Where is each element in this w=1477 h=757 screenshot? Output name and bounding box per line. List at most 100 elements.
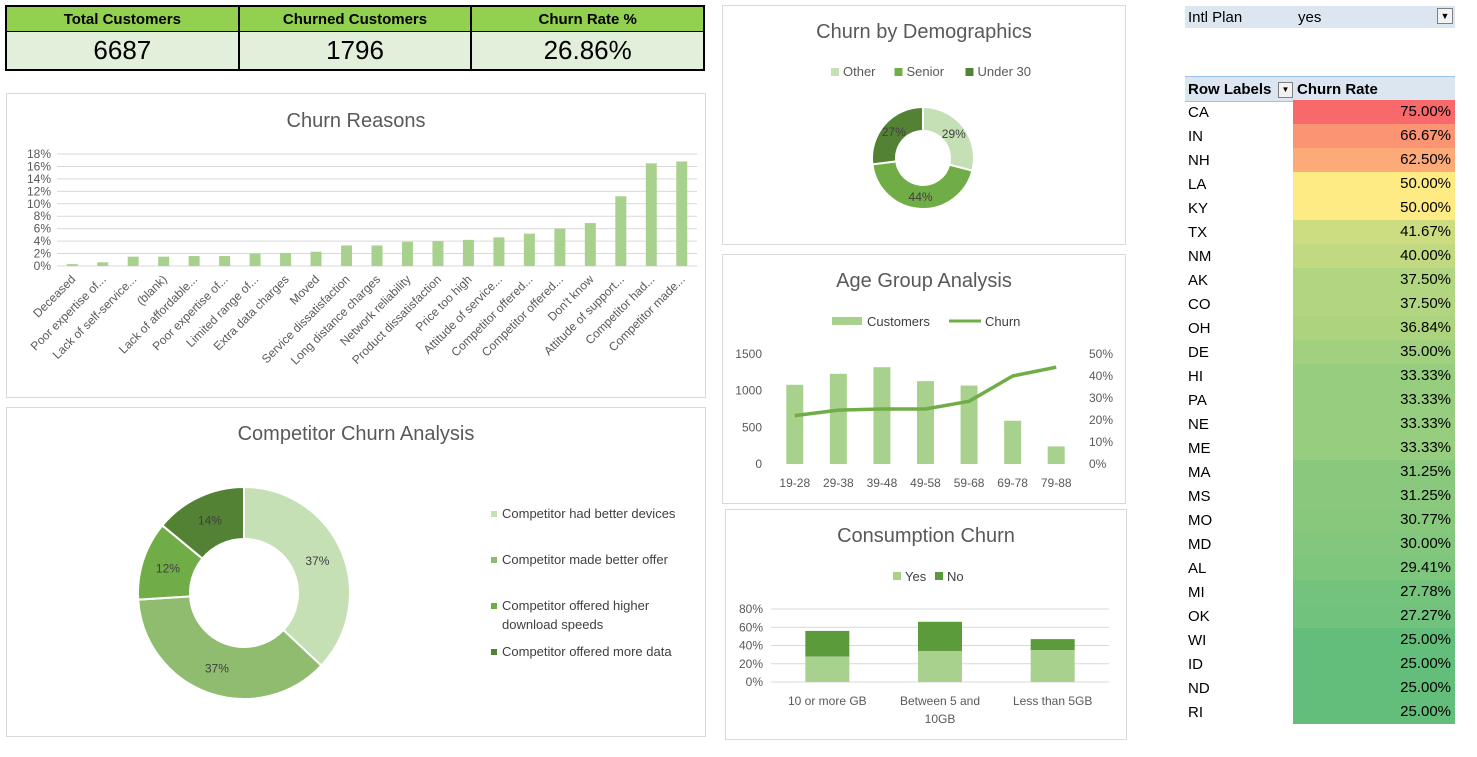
row-labels-text: Row Labels [1188,80,1272,98]
chart-title: Churn by Demographics [816,21,1032,43]
bar [1047,446,1065,464]
demographics-chart[interactable]: Churn by Demographics Other Senior Under 3… [722,5,1126,245]
demographics-plot: Other Senior Under 30 29% 44% 27% [831,64,1031,210]
kpi-value: 1796 [239,32,471,69]
churn-rate-value: 25.00% [1293,676,1455,700]
pivot-row[interactable]: PA 33.33% [1185,388,1455,412]
age-group-plot: Customers Churn 0 500 1000 1500 0% 10% 20% 30% 40%… [735,314,1113,490]
churn-rate-value: 25.00% [1293,628,1455,652]
chart-title: Age Group Analysis [836,270,1012,292]
legend-swatch [894,68,903,76]
pivot-row[interactable]: DE 35.00% [1185,340,1455,364]
churn-rate-value: 37.50% [1293,268,1455,292]
sort-filter-icon[interactable]: ▼ [1278,81,1293,98]
pivot-row[interactable]: RI 25.00% [1185,700,1455,724]
bar [310,251,322,266]
legend-swatch [893,572,901,580]
pivot-row[interactable]: TX 41.67% [1185,220,1455,244]
y-tick-label: 80% [739,602,763,616]
pivot-filter[interactable]: Intl Plan yes ▼ [1185,6,1455,28]
legend-swatch [832,317,862,325]
competitor-churn-chart[interactable]: Competitor Churn Analysis 37% 37% 12% 14% Co… [6,407,706,737]
age-group-chart[interactable]: Age Group Analysis Customers Churn 0 500 100… [722,254,1126,504]
pivot-row[interactable]: NE 33.33% [1185,412,1455,436]
churn-rate-value: 25.00% [1293,700,1455,724]
pivot-row[interactable]: KY 50.00% [1185,196,1455,220]
pivot-row[interactable]: HI 33.33% [1185,364,1455,388]
state-label: ND [1188,679,1210,697]
churn-rate-value: 75.00% [1293,100,1455,124]
state-label: MD [1188,535,1212,553]
x-tick-label: 10GB [925,712,956,726]
pivot-row[interactable]: OH 36.84% [1185,316,1455,340]
pivot-row[interactable]: IN 66.67% [1185,124,1455,148]
churn-rate-value: 37.50% [1293,292,1455,316]
churn-rate-value: 25.00% [1293,652,1455,676]
bar [615,196,627,266]
competitor-churn-plot: 37% 37% 12% 14% Competitor had better device… [137,485,676,700]
data-label: 27% [882,125,906,139]
pivot-row[interactable]: ID 25.00% [1185,652,1455,676]
y-tick-label: 0% [1089,457,1107,471]
churn-rate-value: 35.00% [1293,340,1455,364]
pivot-row[interactable]: NM 40.00% [1185,244,1455,268]
y-tick-label: 0% [34,259,52,273]
kpi-label: Total Customers [7,7,238,32]
legend-label: Senior [907,64,945,79]
pivot-row[interactable]: MO 30.77% [1185,508,1455,532]
y-tick-label: 10% [1089,435,1113,449]
pivot-row[interactable]: MA 31.25% [1185,460,1455,484]
y-tick-label: 0 [755,457,762,471]
y-tick-label: 14% [27,172,51,186]
pivot-row[interactable]: NH 62.50% [1185,148,1455,172]
state-label: MI [1188,583,1205,601]
pivot-row[interactable]: OK 27.27% [1185,604,1455,628]
pivot-row[interactable]: AL 29.41% [1185,556,1455,580]
state-label: AK [1188,271,1209,289]
state-label: PA [1188,391,1207,409]
pivot-row[interactable]: LA 50.00% [1185,172,1455,196]
pivot-row[interactable]: MD 30.00% [1185,532,1455,556]
x-tick-label: Between 5 and [900,694,980,708]
pivot-row[interactable]: CO 37.50% [1185,292,1455,316]
kpi-churned-customers: Churned Customers 1796 [239,7,473,69]
bar-segment [805,656,850,682]
y-tick-label: 20% [1089,413,1113,427]
pivot-row[interactable]: WI 25.00% [1185,628,1455,652]
state-label: DE [1188,343,1209,361]
pivot-row[interactable]: MI 27.78% [1185,580,1455,604]
state-label: MA [1188,463,1211,481]
state-label: NM [1188,247,1212,265]
bar [188,256,200,266]
kpi-total-customers: Total Customers 6687 [7,7,240,69]
churn-rate-value: 62.50% [1293,148,1455,172]
pivot-header: Row Labels ▼ Churn Rate [1185,76,1455,102]
donut-slice [871,105,924,166]
x-tick-label: 10 or more GB [788,694,867,708]
pivot-row[interactable]: AK 37.50% [1185,268,1455,292]
row-labels-header[interactable]: Row Labels ▼ [1185,81,1293,98]
y-tick-label: 2% [34,247,52,261]
pivot-table: Intl Plan yes ▼ Row Labels ▼ Churn Rate … [1185,6,1455,724]
data-label: 29% [942,127,966,141]
churn-rate-value: 40.00% [1293,244,1455,268]
legend-swatch [491,511,497,517]
churn-rate-value: 33.33% [1293,436,1455,460]
pivot-row[interactable]: ME 33.33% [1185,436,1455,460]
legend-swatch [491,557,497,563]
bar-segment [1030,650,1075,682]
pivot-row[interactable]: CA 75.00% [1185,100,1455,124]
state-label: MS [1188,487,1211,505]
x-tick-label: 29-38 [823,476,854,490]
churn-reasons-chart[interactable]: Churn Reasons 0% 2% 4% 6% 8% 10% 12% 14% 16% 18% D… [6,93,706,398]
filter-funnel-icon[interactable]: ▼ [1437,8,1453,24]
pivot-row[interactable]: ND 25.00% [1185,676,1455,700]
consumption-chart[interactable]: Consumption Churn Yes No 0% 20% 40% 60% 80% 10 … [725,509,1127,740]
y-tick-label: 10% [27,197,51,211]
bar [960,385,978,464]
x-tick-label: 39-48 [867,476,898,490]
churn-rate-value: 33.33% [1293,364,1455,388]
pivot-row[interactable]: MS 31.25% [1185,484,1455,508]
state-label: TX [1188,223,1208,241]
